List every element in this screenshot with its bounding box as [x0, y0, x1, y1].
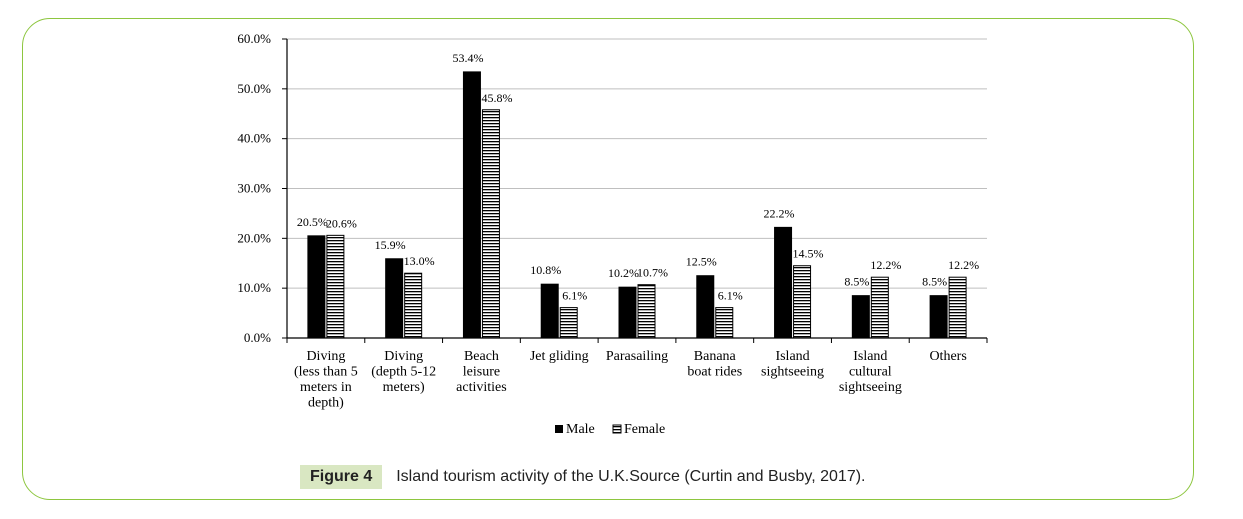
data-label-female: 6.1%: [562, 289, 587, 303]
y-tick-label: 0.0%: [244, 330, 271, 345]
figure-caption: Figure 4 Island tourism activity of the …: [300, 463, 865, 491]
category-label: Banana: [694, 349, 737, 364]
data-label-male: 8.5%: [844, 275, 869, 289]
bar-female: [326, 234, 345, 339]
bars: [307, 71, 967, 339]
axes: [282, 38, 988, 343]
y-tick-label: 50.0%: [237, 81, 271, 96]
bar-male: [385, 258, 404, 339]
category-label: sightseeing: [761, 365, 824, 380]
bar-male: [307, 235, 326, 339]
category-label: Beach: [464, 349, 499, 364]
data-label-male: 22.2%: [764, 206, 795, 220]
category-label: Others: [929, 349, 966, 364]
category-label: Diving: [306, 349, 345, 364]
data-label-female: 45.8%: [481, 91, 512, 105]
bar-female: [715, 307, 734, 339]
data-label-female: 10.7%: [637, 266, 668, 280]
y-tick-label: 60.0%: [237, 31, 271, 46]
bar-female: [948, 276, 967, 339]
figure-frame: [22, 18, 1194, 500]
bar-female: [870, 276, 889, 339]
bar-male: [774, 226, 793, 339]
figure-label: Figure 4: [300, 465, 383, 489]
category-label: cultural: [849, 365, 892, 380]
legend-label-male: Male: [566, 422, 595, 437]
data-label-female: 13.0%: [404, 254, 435, 268]
bar-male: [696, 275, 715, 339]
data-label-male: 10.2%: [608, 266, 639, 280]
bar-male: [929, 295, 948, 339]
y-tick-label: 40.0%: [237, 131, 271, 146]
category-label: Jet gliding: [530, 349, 589, 364]
category-label: depth): [308, 396, 344, 411]
category-label: sightseeing: [839, 380, 902, 395]
data-label-male: 8.5%: [922, 275, 947, 289]
labels: 0.0%10.0%20.0%30.0%40.0%50.0%60.0%20.5%2…: [237, 31, 979, 411]
bar-male: [851, 295, 870, 339]
data-label-male: 10.8%: [530, 263, 561, 277]
data-label-male: 20.5%: [297, 215, 328, 229]
legend-swatch-male: [555, 425, 563, 433]
y-tick-label: 10.0%: [237, 280, 271, 295]
legend: Male Female: [555, 422, 665, 437]
bar-female: [481, 109, 500, 339]
category-label: (less than 5: [294, 365, 358, 380]
data-label-female: 6.1%: [718, 289, 743, 303]
legend-label-female: Female: [624, 422, 665, 437]
category-label: activities: [456, 380, 507, 395]
bar-female: [404, 272, 423, 339]
caption-text: Island tourism activity of the U.K.Sourc…: [396, 468, 866, 485]
category-label: meters in: [300, 380, 352, 395]
category-label: Diving: [384, 349, 423, 364]
category-label: Parasailing: [606, 349, 668, 364]
y-tick-label: 30.0%: [237, 181, 271, 196]
category-label: Island: [853, 349, 887, 364]
bar-female: [793, 265, 812, 339]
bar-male: [540, 283, 559, 339]
data-label-male: 15.9%: [375, 238, 406, 252]
data-label-female: 12.2%: [948, 258, 979, 272]
bar-female: [559, 307, 578, 339]
bar-female: [637, 284, 656, 339]
category-label: meters): [383, 380, 425, 395]
bar-male: [618, 286, 637, 339]
category-label: boat rides: [687, 365, 742, 380]
grid-lines: [287, 38, 987, 289]
category-label: (depth 5-12: [371, 365, 436, 380]
legend-swatch-female: [612, 424, 622, 434]
y-tick-label: 20.0%: [237, 230, 271, 245]
category-label: Island: [775, 349, 809, 364]
bar-male: [462, 71, 481, 339]
data-label-female: 20.6%: [326, 216, 357, 230]
data-label-female: 14.5%: [793, 247, 824, 261]
category-label: leisure: [463, 365, 500, 380]
data-label-male: 12.5%: [686, 255, 717, 269]
data-label-male: 53.4%: [452, 51, 483, 65]
data-label-female: 12.2%: [870, 258, 901, 272]
